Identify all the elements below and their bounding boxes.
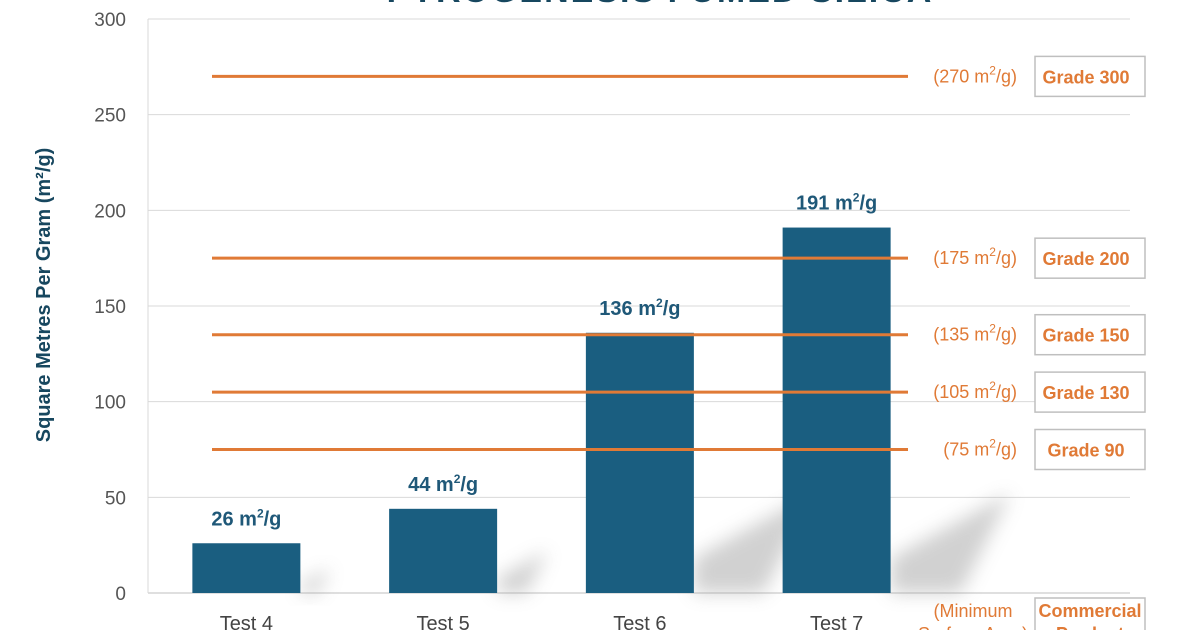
bars	[192, 227, 891, 593]
category-label: Test 7	[810, 613, 863, 630]
y-tick-label: 300	[94, 10, 126, 31]
grade-box	[1034, 371, 1146, 413]
y-tick-label: 150	[94, 297, 126, 318]
footer-grade-line2: Product	[1056, 624, 1124, 630]
footer-note-line2: Surface Area)	[918, 624, 1028, 630]
grade-box	[1034, 313, 1146, 356]
grade-label: Grade 300	[1042, 67, 1129, 87]
reference-value-label: (105 m2/g)	[933, 379, 1017, 402]
data-labels: 26 m2/g 44 m2/g 136 m2/g 191 m2/g	[211, 191, 877, 531]
grade-label: Grade 90	[1047, 441, 1124, 461]
category-label: Test 5	[416, 613, 469, 630]
category-labels: Test 4 Test 5 Test 6 Test 7	[220, 613, 864, 630]
grade-box	[1034, 237, 1146, 279]
footer-note: (Minimum	[934, 601, 1013, 621]
bar-shadow	[300, 568, 331, 593]
footer-grade: Commercial	[1038, 601, 1141, 621]
reference-value-label: (75 m2/g)	[943, 437, 1017, 460]
y-axis-ticks: 0 50 100 150 200 250 300	[94, 10, 126, 605]
footer-row: (Minimum Surface Area) Commercial Product	[918, 597, 1146, 630]
chart-title: PYROGENESIS FUMED SILICA	[387, 0, 934, 10]
y-tick-label: 200	[94, 201, 126, 222]
category-label: Test 4	[220, 613, 273, 630]
grade-label: Grade 200	[1042, 249, 1129, 269]
data-label: 26 m2/g	[211, 506, 281, 530]
y-tick-label: 100	[94, 393, 126, 414]
bar	[782, 227, 891, 593]
data-label: 44 m2/g	[408, 472, 478, 496]
grade-box	[1034, 428, 1146, 471]
bar	[585, 332, 694, 593]
y-tick-label: 50	[105, 488, 126, 509]
bar-shadow	[890, 493, 1011, 593]
reference-value-label: (270 m2/g)	[933, 63, 1017, 86]
data-label: 136 m2/g	[599, 296, 680, 320]
grade-box	[1034, 55, 1146, 98]
y-axis-label: Square Metres Per Gram (m²/g)	[33, 148, 55, 443]
grade-label: Grade 150	[1042, 326, 1129, 346]
reference-lines: (270 m2/g) Grade 300 (175 m2/g) Grade 200 (1…	[212, 55, 1146, 471]
data-label: 191 m2/g	[796, 191, 877, 215]
y-tick-label: 250	[94, 106, 126, 127]
y-tick-label: 0	[115, 584, 126, 605]
reference-value-label: (135 m2/g)	[933, 322, 1017, 345]
bar	[389, 508, 498, 593]
bar-shadow	[497, 550, 548, 593]
grade-box	[1034, 597, 1146, 630]
bar	[192, 543, 301, 593]
grade-label: Grade 130	[1042, 383, 1129, 403]
reference-value-label: (175 m2/g)	[933, 245, 1017, 268]
category-label: Test 6	[613, 613, 666, 630]
